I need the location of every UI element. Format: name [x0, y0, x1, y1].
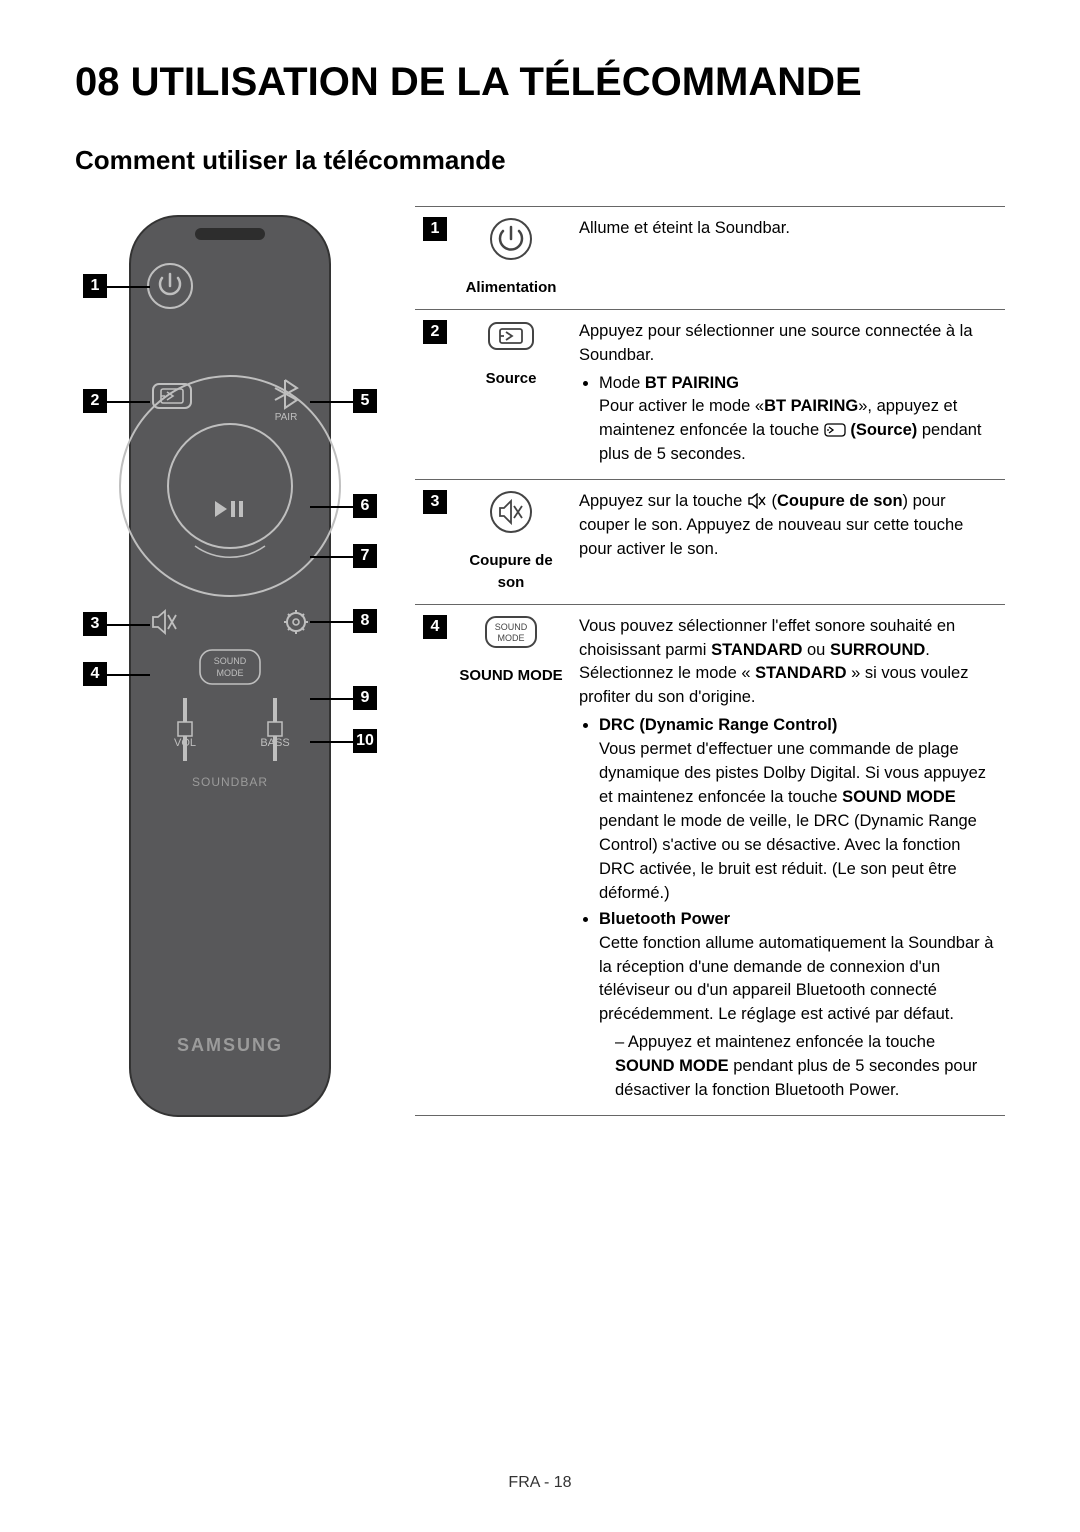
callout-badge: 3: [83, 612, 107, 636]
svg-text:MODE: MODE: [217, 668, 244, 678]
svg-text:SOUND: SOUND: [495, 622, 528, 632]
row-number-badge: 3: [423, 490, 447, 514]
callout-line: [107, 401, 150, 403]
power-icon: [489, 217, 533, 269]
soundmode-icon: SOUNDMODE: [484, 615, 538, 657]
mute-icon: [489, 490, 533, 542]
callout-line: [310, 556, 353, 558]
callout-line: [107, 286, 150, 288]
callout-badge: 6: [353, 494, 377, 518]
callout-line: [107, 624, 150, 626]
table-row: 2 Source Appuyez pour sélectionner une sou…: [415, 309, 1005, 480]
row-description: Vous pouvez sélectionner l'effet sonore …: [571, 604, 1005, 1115]
function-table: 1 Alimentation Allume et éteint la Soundba…: [415, 206, 1005, 1116]
icon-label: SOUND MODE: [459, 665, 563, 687]
callout-badge: 4: [83, 662, 107, 686]
callout-badge: 5: [353, 389, 377, 413]
callout-badge: 2: [83, 389, 107, 413]
page-title: 08 UTILISATION DE LA TÉLÉCOMMANDE: [75, 60, 1005, 105]
callout-line: [310, 506, 353, 508]
callout-badge: 9: [353, 686, 377, 710]
table-row: 3 Coupure de sonAppuyez sur la touche (Co…: [415, 480, 1005, 604]
icon-label: Source: [459, 368, 563, 390]
row-number-badge: 2: [423, 320, 447, 344]
callout-badge: 10: [353, 729, 377, 753]
table-row: 1 Alimentation Allume et éteint la Soundba…: [415, 207, 1005, 310]
row-description: Allume et éteint la Soundbar.: [571, 207, 1005, 310]
callout-line: [310, 741, 353, 743]
svg-text:SAMSUNG: SAMSUNG: [177, 1035, 283, 1055]
section-title: Comment utiliser la télécommande: [75, 145, 1005, 176]
remote-diagram: PAIR: [75, 206, 385, 1131]
callout-line: [107, 674, 150, 676]
svg-text:BASS: BASS: [260, 737, 289, 749]
callout-line: [310, 621, 353, 623]
callout-badge: 8: [353, 609, 377, 633]
page-footer: FRA - 18: [0, 1474, 1080, 1492]
callout-line: [310, 401, 353, 403]
row-number-badge: 1: [423, 217, 447, 241]
row-description: Appuyez sur la touche (Coupure de son) p…: [571, 480, 1005, 604]
svg-text:SOUND: SOUND: [214, 656, 247, 666]
callout-badge: 1: [83, 274, 107, 298]
callout-badge: 7: [353, 544, 377, 568]
svg-text:SOUNDBAR: SOUNDBAR: [192, 775, 268, 789]
table-row: 4SOUNDMODESOUND MODEVous pouvez sélectio…: [415, 604, 1005, 1115]
svg-text:MODE: MODE: [498, 633, 525, 643]
remote-illustration: PAIR: [75, 206, 385, 1126]
row-description: Appuyez pour sélectionner une source con…: [571, 309, 1005, 480]
icon-label: Alimentation: [459, 277, 563, 299]
callout-line: [310, 698, 353, 700]
source-icon: [486, 320, 536, 360]
row-number-badge: 4: [423, 615, 447, 639]
pair-label: PAIR: [275, 412, 298, 423]
icon-label: Coupure de son: [459, 550, 563, 594]
svg-text:VOL: VOL: [174, 737, 196, 749]
